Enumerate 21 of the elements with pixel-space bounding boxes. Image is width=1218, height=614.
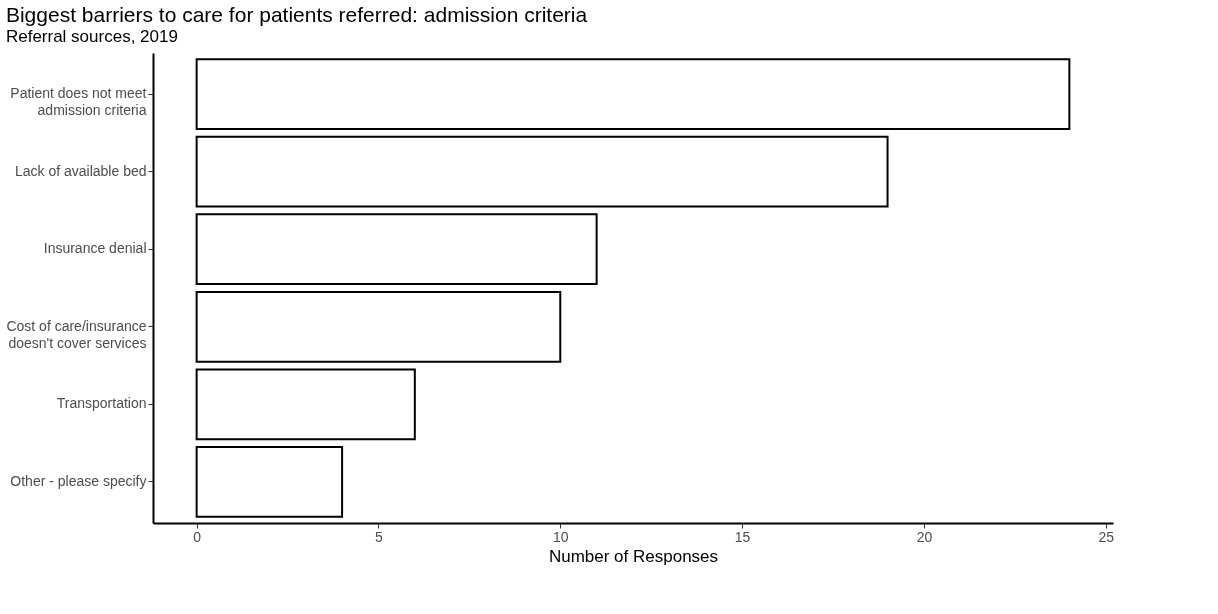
x-tick-label: 10 xyxy=(552,528,569,545)
x-tick-label: 5 xyxy=(375,528,384,545)
bar xyxy=(195,135,889,208)
y-tick-label: Cost of care/insurance doesn't cover services xyxy=(6,317,147,351)
x-tick-label: 15 xyxy=(734,528,751,545)
x-tick-label: 20 xyxy=(916,528,933,545)
bar xyxy=(195,290,562,363)
bar xyxy=(195,445,344,518)
x-axis-title: Number of Responses xyxy=(548,546,719,566)
bar xyxy=(195,213,598,286)
y-tick-label: Lack of available bed xyxy=(14,162,147,179)
bar xyxy=(195,368,416,441)
x-tick-label: 0 xyxy=(193,528,202,545)
x-tick-label: 25 xyxy=(1098,528,1115,545)
y-tick-label: Patient does not meet admission criteria xyxy=(10,85,147,119)
y-tick-label: Insurance denial xyxy=(43,240,147,257)
y-tick-label: Transportation xyxy=(56,395,147,412)
chart-subtitle: Referral sources, 2019 xyxy=(5,27,178,46)
y-tick-label: Other - please specify xyxy=(10,472,147,489)
chart-title: Biggest barriers to care for patients referred: admission criteria xyxy=(5,3,588,26)
bar xyxy=(195,58,1071,131)
